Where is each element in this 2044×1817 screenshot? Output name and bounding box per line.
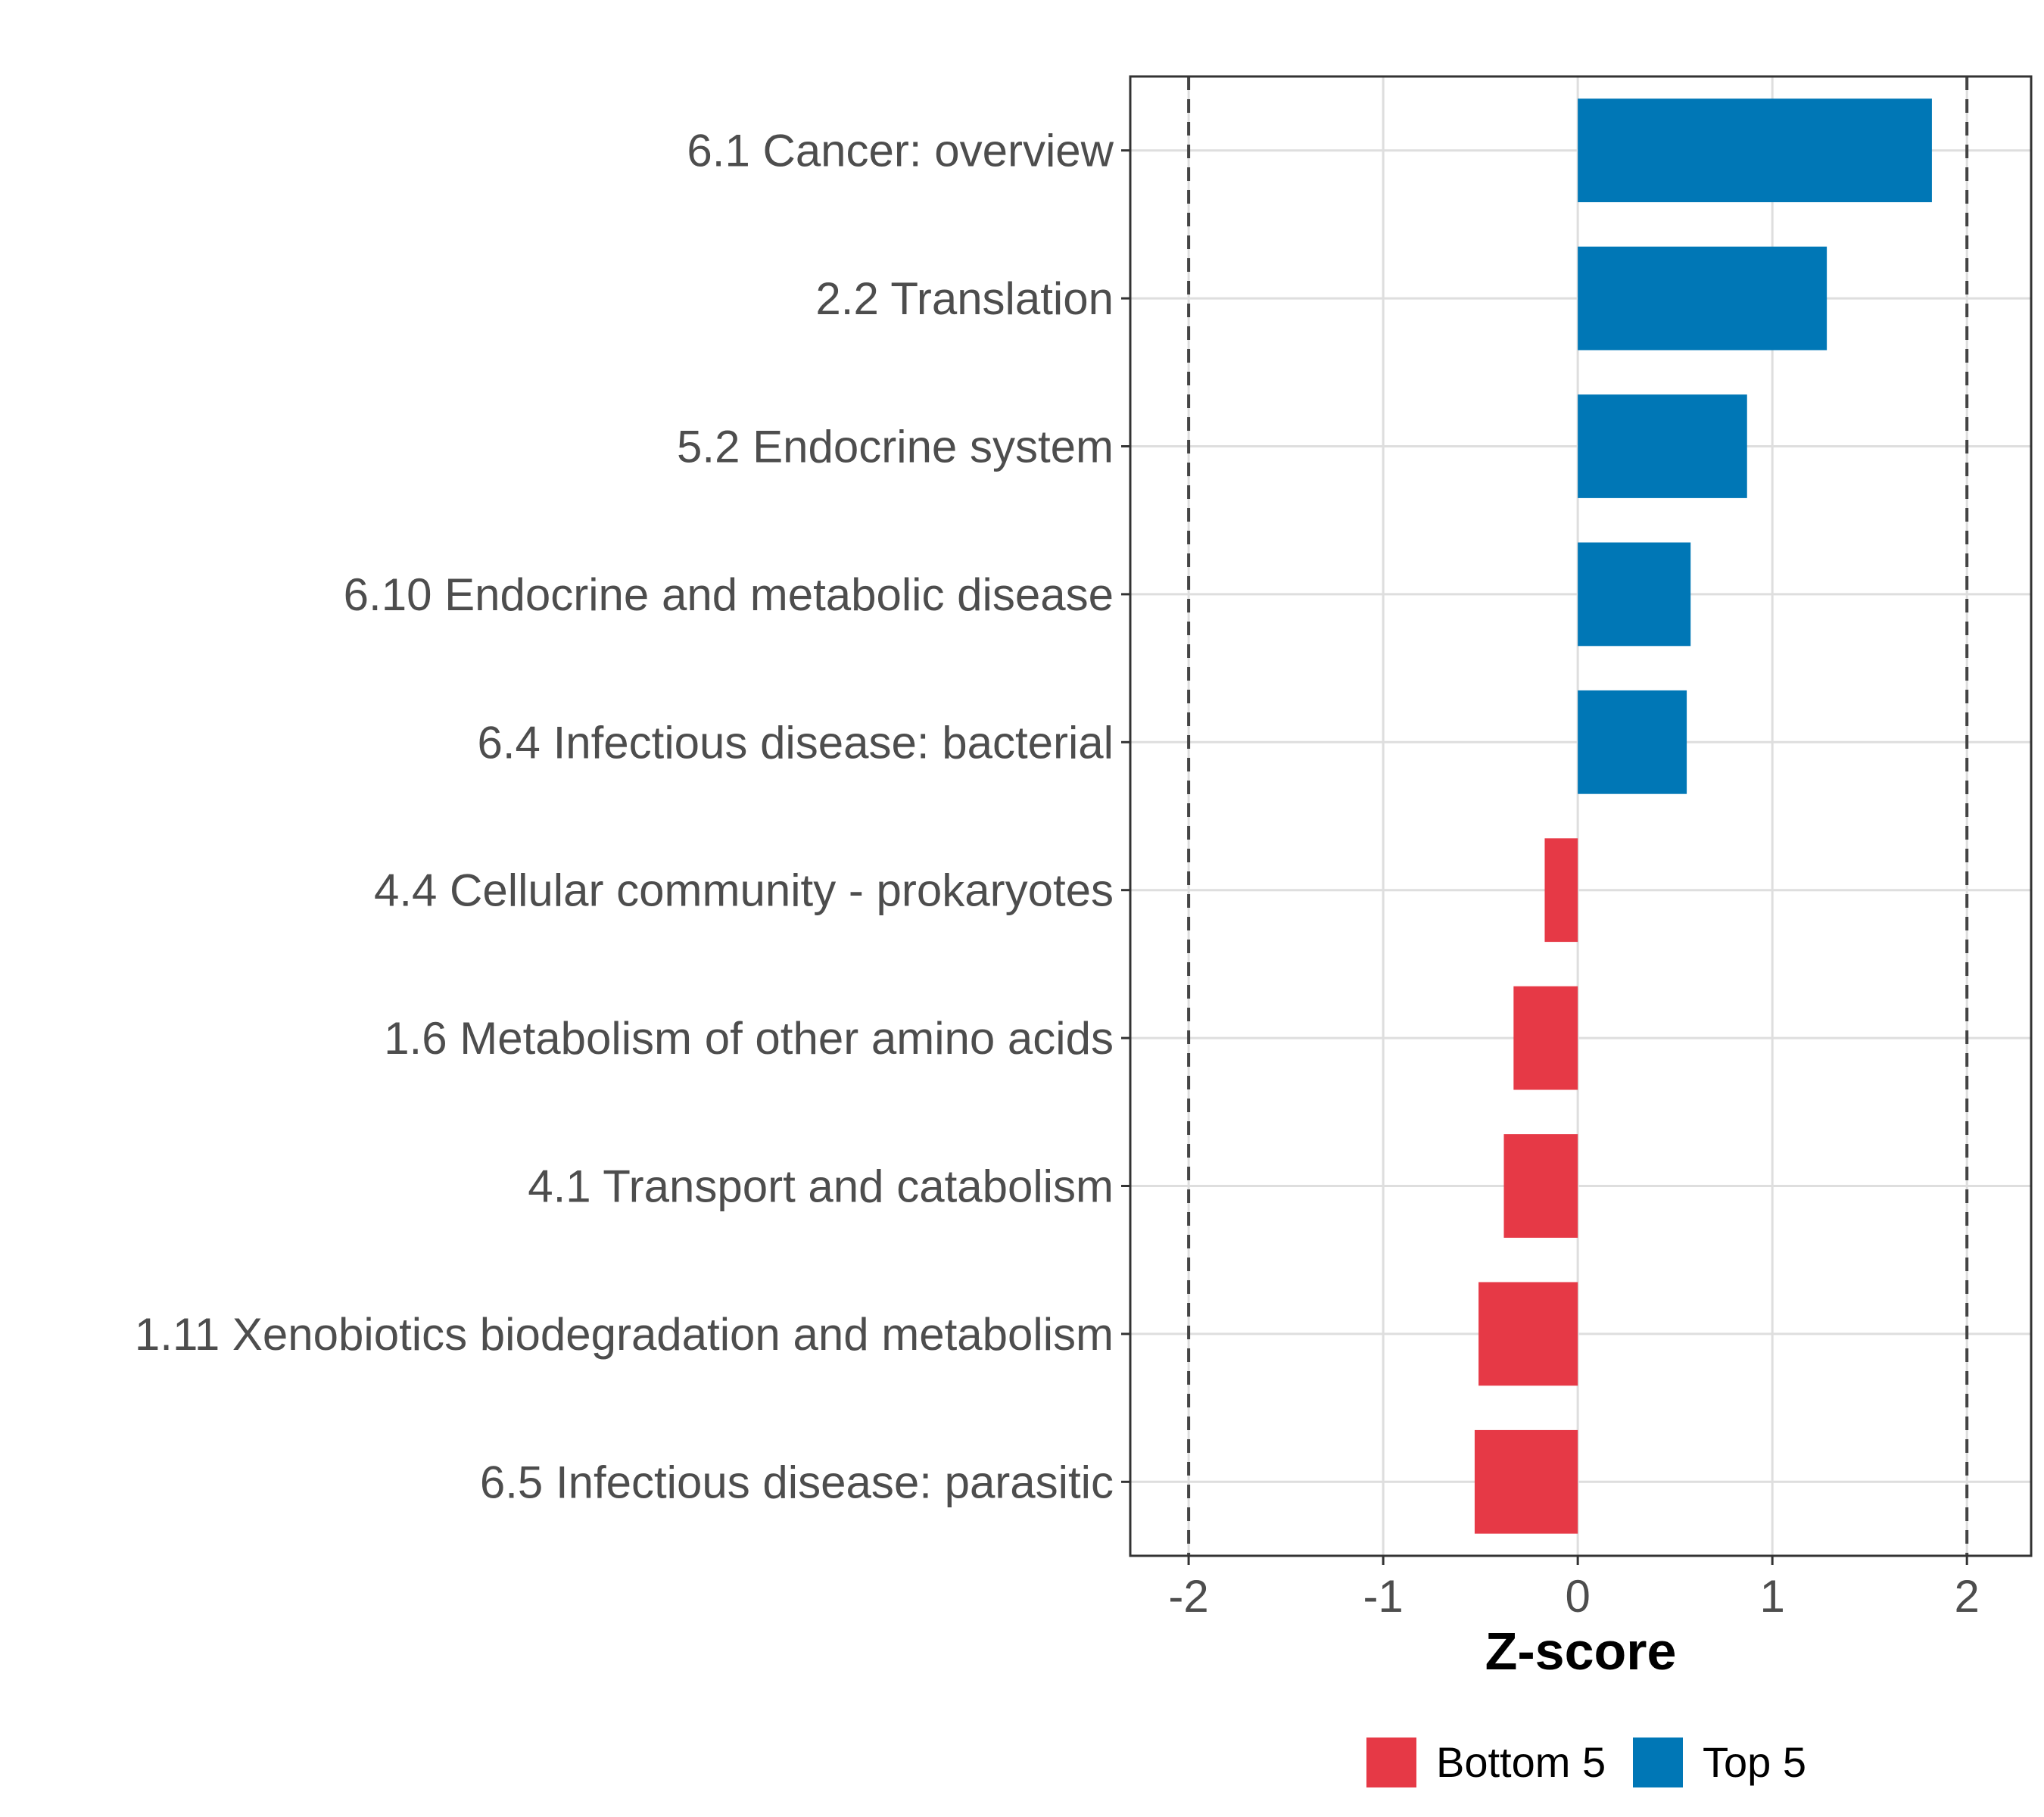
bar: [1478, 1282, 1578, 1386]
y-tick-label: 1.11 Xenobiotics biodegradation and meta…: [135, 1309, 1114, 1360]
legend: Bottom 5 Top 5: [1366, 1738, 1806, 1787]
x-axis-title: Z-score: [1485, 1622, 1677, 1681]
y-tick-label: 2.2 Translation: [815, 273, 1114, 324]
legend-label: Top 5: [1703, 1738, 1806, 1786]
x-tick-label: 2: [1954, 1571, 1979, 1622]
y-tick-label: 5.2 Endocrine system: [677, 422, 1114, 472]
bar: [1578, 690, 1687, 794]
threshold-lines: [1187, 76, 1969, 1556]
legend-swatch: [1633, 1738, 1683, 1787]
bar: [1578, 98, 1932, 203]
bar: [1503, 1134, 1578, 1238]
x-tick-label: 1: [1759, 1571, 1784, 1622]
y-tick-label: 6.5 Infectious disease: parasitic: [480, 1457, 1114, 1507]
bar: [1578, 542, 1691, 647]
y-tick-label: 6.1 Cancer: overview: [687, 126, 1114, 176]
legend-swatch: [1366, 1738, 1416, 1787]
y-tick-label: 1.6 Metabolism of other amino acids: [384, 1013, 1114, 1064]
bar: [1544, 838, 1578, 943]
bar: [1578, 246, 1827, 351]
plot-border: [1129, 75, 2033, 1557]
y-tick-label: 6.4 Infectious disease: bacterial: [478, 717, 1114, 768]
bars: [1474, 98, 1932, 1534]
y-tick-label: 4.4 Cellular community - prokaryotes: [374, 865, 1114, 916]
x-tick-label: -1: [1363, 1571, 1403, 1622]
y-tick-label: 6.10 Endocrine and metabolic disease: [344, 569, 1114, 620]
y-tick-label: 4.1 Transport and catabolism: [528, 1161, 1114, 1212]
x-tick-label: -2: [1168, 1571, 1208, 1622]
bar: [1474, 1429, 1578, 1534]
legend-label: Bottom 5: [1436, 1738, 1606, 1786]
bar: [1578, 394, 1747, 498]
x-tick-label: 0: [1565, 1571, 1590, 1622]
y-axis: 6.1 Cancer: overview 2.2 Translation 5.2 E…: [135, 126, 1130, 1507]
bar: [1513, 986, 1578, 1090]
x-axis: -2 -1 0 1 2: [1168, 1556, 1980, 1622]
